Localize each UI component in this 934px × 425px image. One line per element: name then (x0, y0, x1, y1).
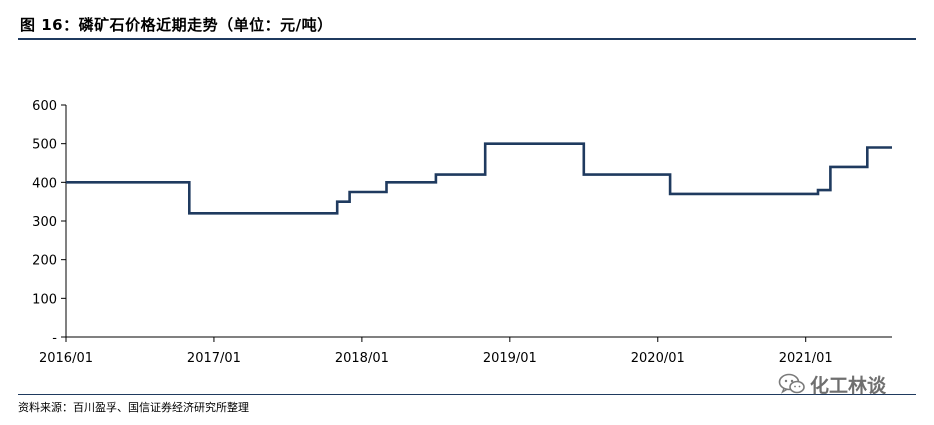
source-note: 资料来源：百川盈孚、国信证券经济研究所整理 (18, 401, 249, 414)
watermark-text: 化工林谈 (810, 374, 887, 397)
x-tick-label: 2021/01 (779, 351, 833, 366)
watermark: 化工林谈 (778, 370, 886, 398)
y-tick-label: 500 (32, 138, 57, 153)
line-chart: - 100 200 300 400 500 600 2016/01 2017/01 2018/01… (32, 99, 893, 366)
y-tick-label: 400 (32, 176, 57, 191)
x-tick-label: 2016/01 (39, 351, 93, 366)
price-series-line (66, 142, 892, 215)
wechat-icon (778, 373, 805, 394)
x-tick-label: 2020/01 (631, 351, 685, 366)
y-tick-label: 300 (32, 215, 57, 230)
y-tick-label: - (52, 331, 57, 346)
x-tick-label: 2019/01 (483, 351, 537, 366)
chart-title: 图 16：磷矿石价格近期走势（单位：元/吨） (20, 16, 333, 34)
x-tick-label: 2018/01 (335, 351, 389, 366)
y-tick-label: 200 (32, 254, 57, 269)
title-bar: 图 16：磷矿石价格近期走势（单位：元/吨） (18, 8, 916, 40)
y-tick-label: 600 (32, 99, 57, 114)
x-tick-label: 2017/01 (187, 351, 241, 366)
footer-divider (18, 394, 916, 395)
y-tick-label: 100 (32, 292, 57, 307)
